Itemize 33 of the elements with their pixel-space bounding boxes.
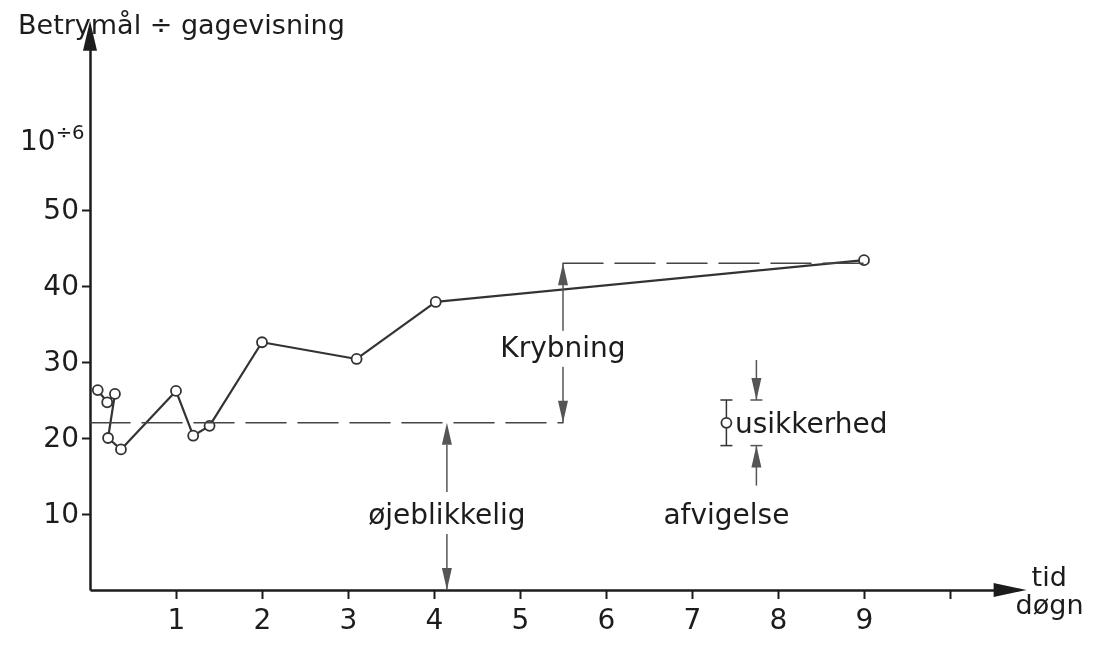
point: [720, 416, 733, 429]
point: [170, 384, 182, 397]
point: [109, 388, 121, 400]
x-tick-label: 9: [855, 602, 874, 636]
annotation: øjeblikkelig: [368, 498, 526, 531]
point: [101, 396, 114, 409]
x-tick-label: 5: [511, 602, 530, 636]
y-tick-label: 40: [43, 269, 79, 303]
point: [115, 443, 127, 456]
y-tick-label: 10: [43, 497, 79, 531]
annotation: afvigelse: [663, 498, 790, 531]
x-tick-label: 3: [339, 602, 358, 636]
point: [858, 254, 870, 267]
text: 10$^{÷6}$: [20, 120, 85, 157]
point: [187, 429, 200, 442]
x-tick-label: 4: [425, 602, 444, 636]
x-tick-label: 7: [683, 602, 702, 636]
x-tick-label: 2: [253, 602, 272, 636]
annotation: usikkerhed: [735, 406, 888, 440]
x-tick-label: 8: [769, 602, 788, 636]
y-axis-title: Betrymål ÷ gagevisning: [18, 9, 345, 40]
y-tick-label: 50: [43, 193, 79, 227]
point: [350, 353, 363, 365]
point: [102, 432, 114, 444]
y-tick-label: 20: [43, 421, 79, 455]
point: [256, 336, 268, 349]
annotation: Krybning: [500, 330, 626, 364]
x-tick-label: 6: [597, 602, 616, 636]
x-axis-title: tid døgn: [1015, 561, 1084, 620]
point: [429, 296, 442, 308]
point: [91, 384, 104, 397]
x-tick-label: 1: [167, 602, 186, 636]
y-tick-label: 30: [43, 345, 79, 379]
